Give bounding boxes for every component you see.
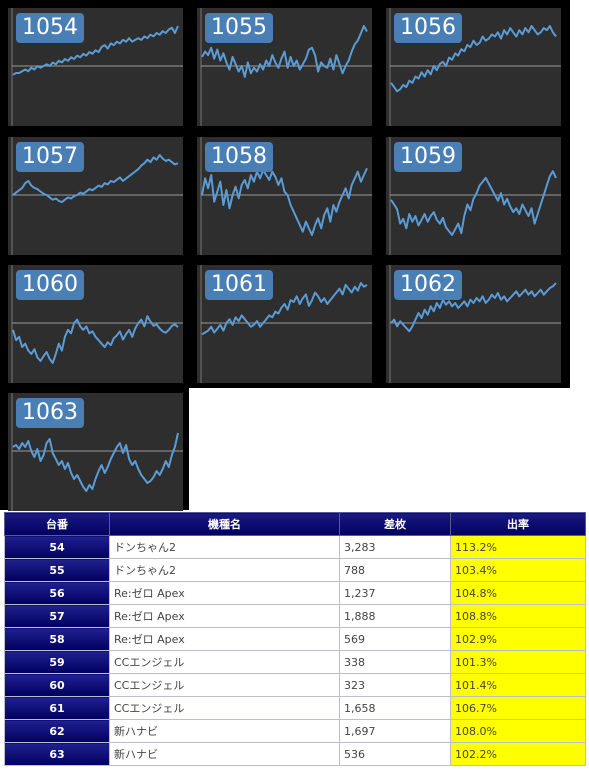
difference-cell: 1,658 xyxy=(339,696,451,720)
header-machine-number: 台番 xyxy=(4,512,110,536)
series-line xyxy=(12,154,179,204)
slump-graph xyxy=(11,137,183,255)
graph-tile-1059[interactable]: 1059 xyxy=(386,137,561,255)
machine-number-badge: 1057 xyxy=(16,142,84,172)
slump-graph xyxy=(11,393,183,511)
slump-graph xyxy=(389,137,561,255)
difference-cell: 788 xyxy=(339,558,451,582)
machine-name-cell: Re:ゼロ Apex xyxy=(109,604,340,628)
graph-tile-1056[interactable]: 1056 xyxy=(386,8,561,126)
table-row[interactable]: 54 ドンちゃん2 3,283 113.2% xyxy=(4,535,586,559)
machine-name-cell: 新ハナビ xyxy=(109,742,340,766)
difference-cell: 338 xyxy=(339,650,451,674)
slump-graph xyxy=(11,8,183,126)
table-header-row: 台番 機種名 差枚 出率 xyxy=(4,512,586,536)
payout-rate-cell: 108.8% xyxy=(450,604,586,628)
graph-tile-1063[interactable]: 1063 xyxy=(8,393,183,511)
machine-number-cell: 57 xyxy=(4,604,110,628)
difference-cell: 1,888 xyxy=(339,604,451,628)
table-row[interactable]: 59 CCエンジェル 338 101.3% xyxy=(4,650,586,674)
payout-rate-cell: 104.8% xyxy=(450,581,586,605)
machine-number-badge: 1062 xyxy=(394,270,462,300)
machine-number-cell: 55 xyxy=(4,558,110,582)
series-line xyxy=(201,25,368,78)
slump-graph xyxy=(389,265,561,383)
table-row[interactable]: 55 ドンちゃん2 788 103.4% xyxy=(4,558,586,582)
payout-rate-cell: 101.3% xyxy=(450,650,586,674)
difference-cell: 3,283 xyxy=(339,535,451,559)
difference-cell: 1,697 xyxy=(339,719,451,743)
payout-rate-cell: 102.9% xyxy=(450,627,586,651)
series-line xyxy=(201,167,368,236)
payout-rate-cell: 106.7% xyxy=(450,696,586,720)
table-row[interactable]: 60 CCエンジェル 323 101.4% xyxy=(4,673,586,697)
slot-graph-grid: 1054 1055 1056 1057 1058 1059 1060 1061 1062 1063 xyxy=(0,0,570,511)
table-row[interactable]: 56 Re:ゼロ Apex 1,237 104.8% xyxy=(4,581,586,605)
machine-name-cell: ドンちゃん2 xyxy=(109,558,340,582)
machine-number-cell: 54 xyxy=(4,535,110,559)
graph-tile-1058[interactable]: 1058 xyxy=(197,137,372,255)
slump-graph xyxy=(389,8,561,126)
machine-number-badge: 1060 xyxy=(16,270,84,300)
payout-rate-cell: 113.2% xyxy=(450,535,586,559)
header-payout-rate: 出率 xyxy=(450,512,586,536)
payout-rate-cell: 101.4% xyxy=(450,673,586,697)
machine-name-cell: Re:ゼロ Apex xyxy=(109,627,340,651)
machine-number-cell: 60 xyxy=(4,673,110,697)
difference-cell: 323 xyxy=(339,673,451,697)
machine-name-cell: CCエンジェル xyxy=(109,650,340,674)
machine-number-cell: 59 xyxy=(4,650,110,674)
graph-tile-1061[interactable]: 1061 xyxy=(197,265,372,383)
table-row[interactable]: 61 CCエンジェル 1,658 106.7% xyxy=(4,696,586,720)
graph-tile-1062[interactable]: 1062 xyxy=(386,265,561,383)
series-line xyxy=(390,25,557,93)
machine-number-cell: 58 xyxy=(4,627,110,651)
series-line xyxy=(390,170,557,236)
slump-graph xyxy=(11,265,183,383)
header-machine-name: 機種名 xyxy=(109,512,340,536)
machine-name-cell: CCエンジェル xyxy=(109,696,340,720)
machine-name-cell: Re:ゼロ Apex xyxy=(109,581,340,605)
machine-number-badge: 1061 xyxy=(205,270,273,300)
slump-graph xyxy=(200,265,372,383)
slump-graph xyxy=(200,137,372,255)
graph-tile-1054[interactable]: 1054 xyxy=(8,8,183,126)
series-line xyxy=(12,315,179,364)
machine-number-badge: 1059 xyxy=(394,142,462,172)
table-row[interactable]: 57 Re:ゼロ Apex 1,888 108.8% xyxy=(4,604,586,628)
machine-number-cell: 56 xyxy=(4,581,110,605)
graph-tile-1055[interactable]: 1055 xyxy=(197,8,372,126)
payout-rate-cell: 108.0% xyxy=(450,719,586,743)
machine-number-cell: 63 xyxy=(4,742,110,766)
machine-number-badge: 1056 xyxy=(394,13,462,43)
payout-rate-cell: 103.4% xyxy=(450,558,586,582)
machine-number-cell: 62 xyxy=(4,719,110,743)
graph-tile-1060[interactable]: 1060 xyxy=(8,265,183,383)
header-difference: 差枚 xyxy=(339,512,451,536)
series-line xyxy=(201,282,368,336)
table-row[interactable]: 63 新ハナビ 536 102.2% xyxy=(4,742,586,766)
machine-number-badge: 1054 xyxy=(16,13,84,43)
machine-name-cell: 新ハナビ xyxy=(109,719,340,743)
table-row[interactable]: 58 Re:ゼロ Apex 569 102.9% xyxy=(4,627,586,651)
slump-graph xyxy=(200,8,372,126)
table-row[interactable]: 62 新ハナビ 1,697 108.0% xyxy=(4,719,586,743)
machine-number-badge: 1055 xyxy=(205,13,273,43)
machine-number-cell: 61 xyxy=(4,696,110,720)
series-line xyxy=(390,282,557,333)
difference-cell: 569 xyxy=(339,627,451,651)
payout-rate-cell: 102.2% xyxy=(450,742,586,766)
series-line xyxy=(12,432,179,492)
machine-results-table: 台番 機種名 差枚 出率 54 ドンちゃん2 3,283 113.2% 55 ドンちゃん2… xyxy=(4,512,586,766)
machine-name-cell: ドンちゃん2 xyxy=(109,535,340,559)
graph-tile-1057[interactable]: 1057 xyxy=(8,137,183,255)
difference-cell: 1,237 xyxy=(339,581,451,605)
difference-cell: 536 xyxy=(339,742,451,766)
series-line xyxy=(12,25,179,76)
machine-number-badge: 1063 xyxy=(16,398,84,428)
machine-name-cell: CCエンジェル xyxy=(109,673,340,697)
machine-number-badge: 1058 xyxy=(205,142,273,172)
